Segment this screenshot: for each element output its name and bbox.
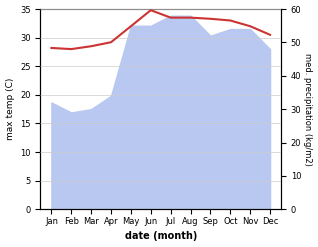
Y-axis label: med. precipitation (kg/m2): med. precipitation (kg/m2) bbox=[303, 53, 313, 165]
Y-axis label: max temp (C): max temp (C) bbox=[5, 78, 15, 140]
X-axis label: date (month): date (month) bbox=[125, 231, 197, 242]
